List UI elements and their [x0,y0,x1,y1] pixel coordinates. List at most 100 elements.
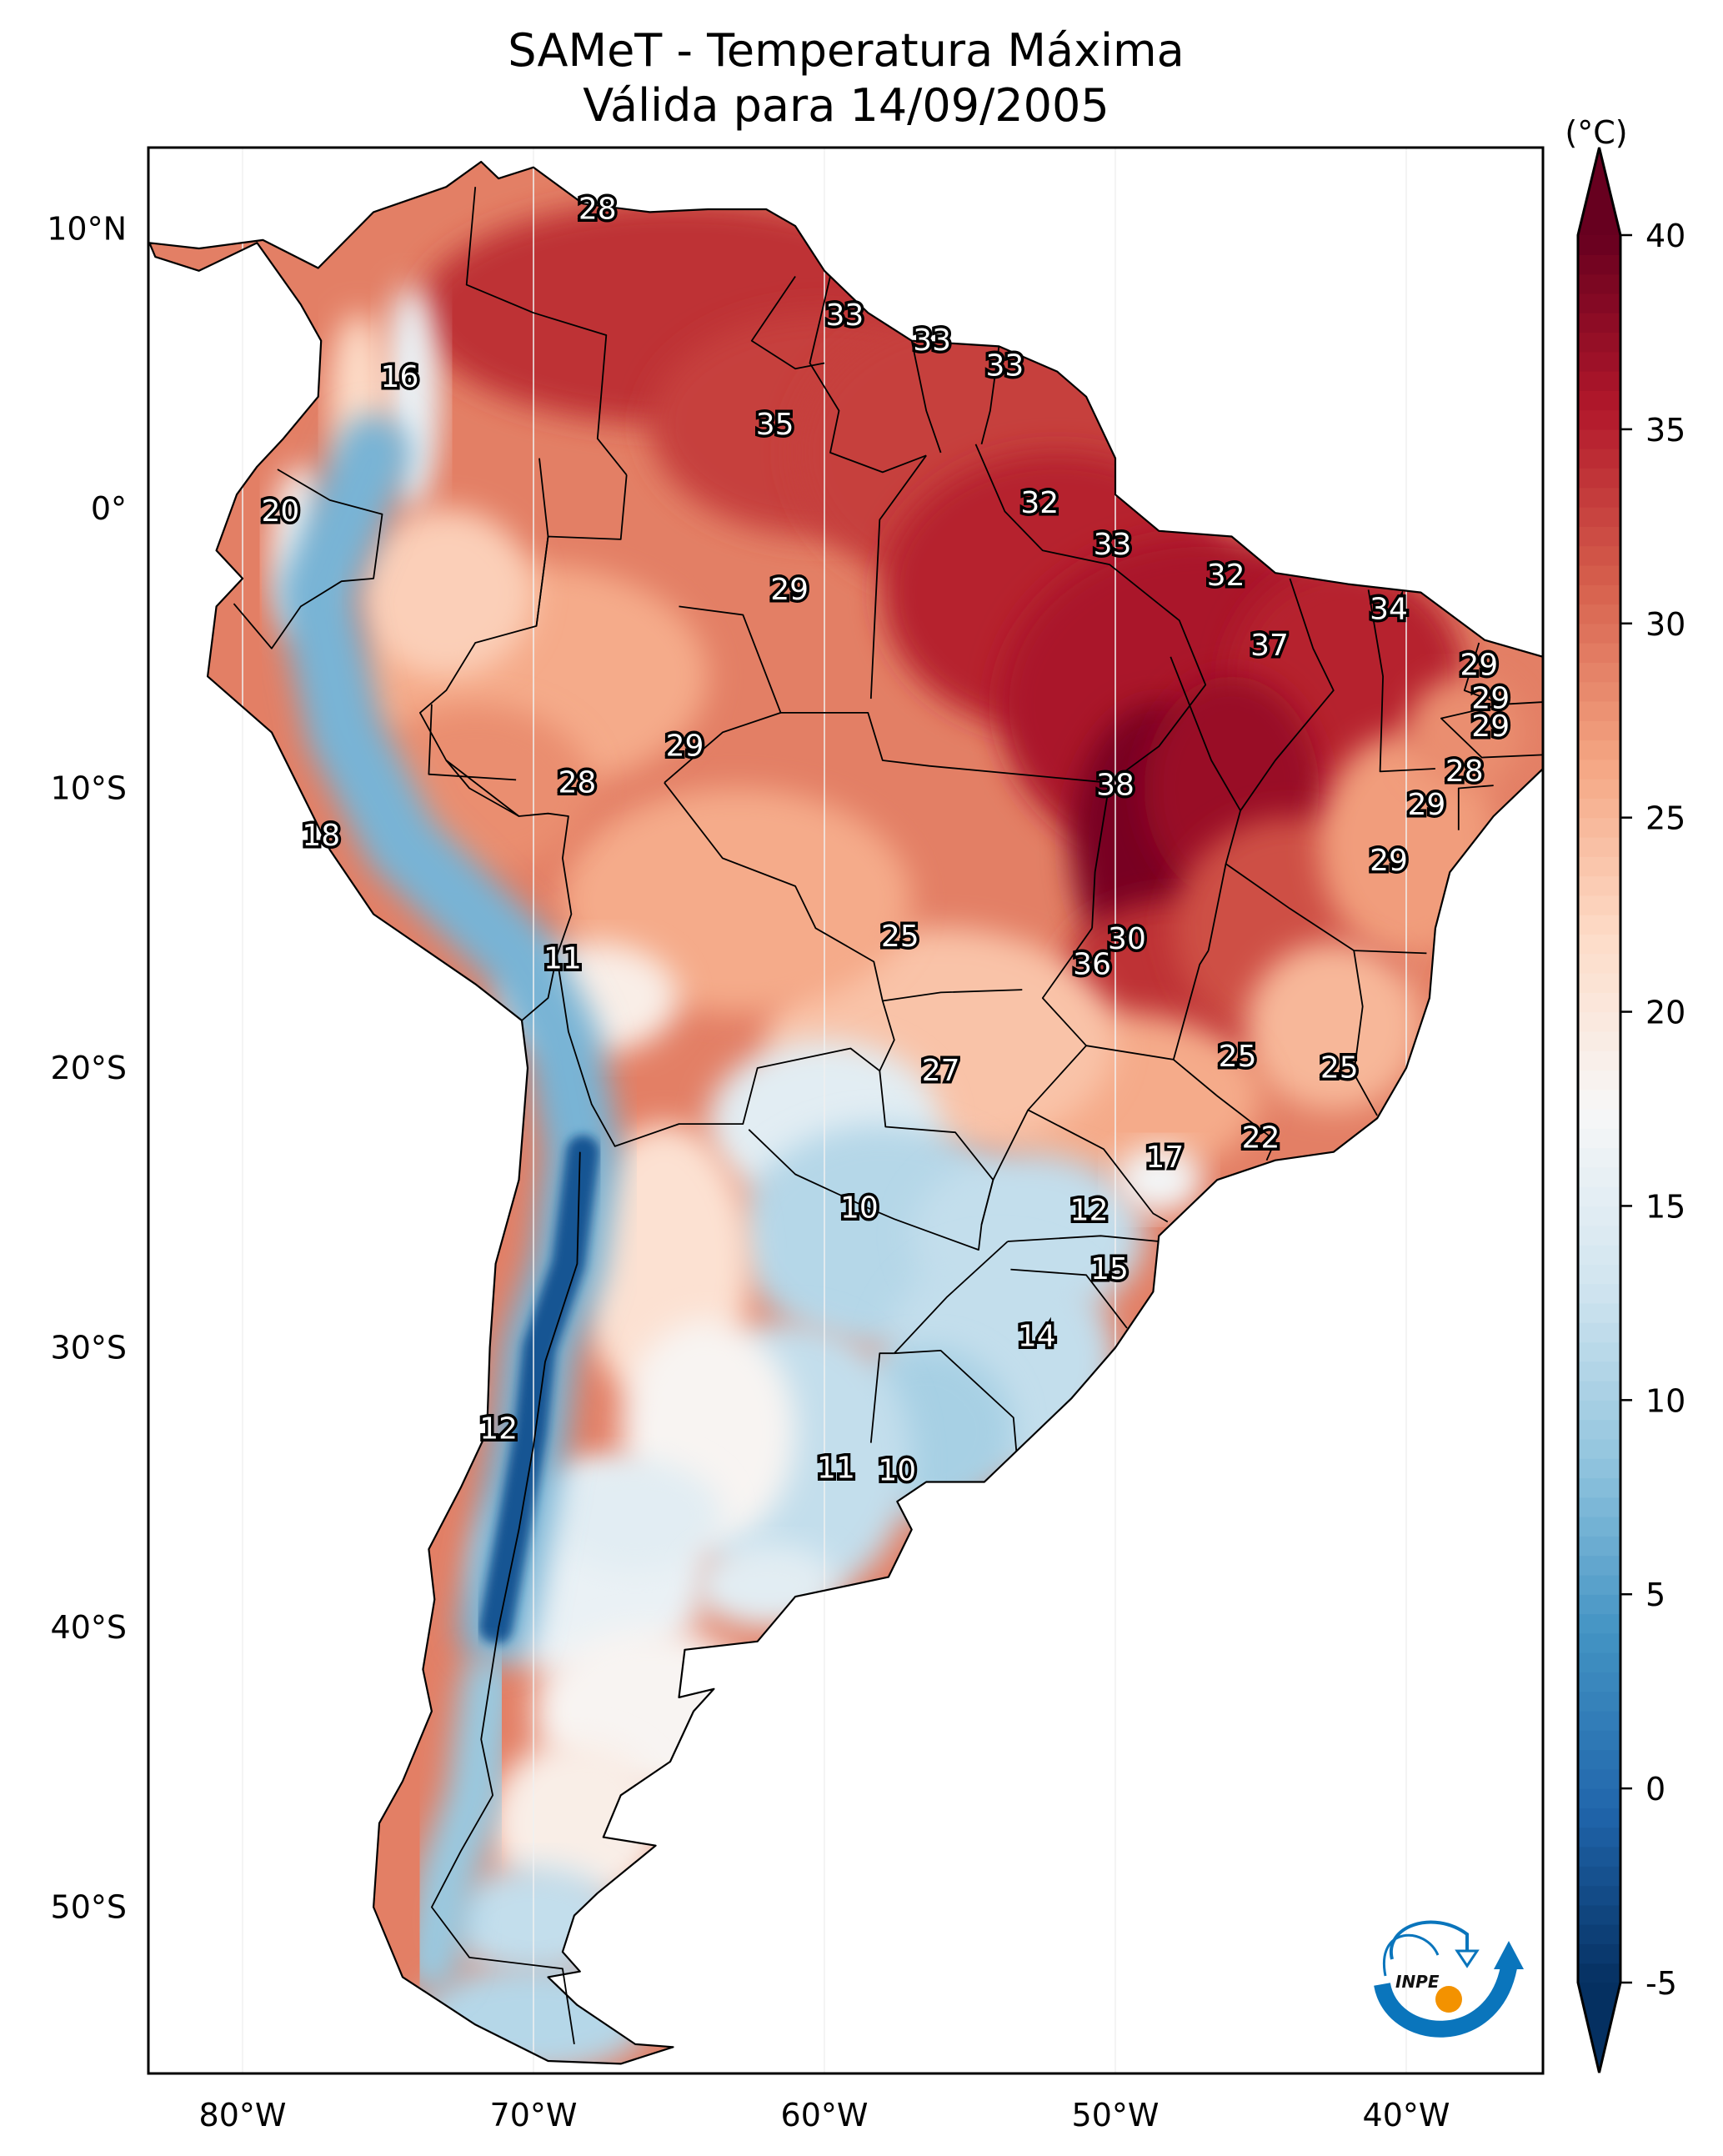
colorbar-tick-label: 25 [1645,800,1685,837]
colorbar-step [1578,1109,1620,1129]
border-line [535,474,628,627]
station-value-label: 29 [1460,648,1498,682]
border-line [1027,1109,1169,1223]
border-line [1463,642,1543,705]
colorbar-step [1578,1264,1620,1285]
border-line [1041,927,1210,1060]
colorbar-step [1578,235,1620,255]
y-tick-label: 10°S [51,770,127,807]
colorbar-step [1578,1943,1620,1964]
chart-subtitle: Válida para 14/09/2005 [583,79,1109,132]
colorbar-step [1578,507,1620,527]
border-line [1353,950,1378,1116]
colorbar-step [1578,409,1620,430]
station-value-label: 38 [1096,769,1134,803]
border-line [1240,578,1335,811]
colorbar-step [1578,856,1620,877]
colorbar-tick-label: 35 [1645,412,1685,449]
colorbar-step [1578,1808,1620,1828]
colorbar-step [1578,1924,1620,1945]
border-line [1225,863,1427,955]
border-line [431,1151,581,2045]
x-tick-label: 50°W [1072,2097,1160,2133]
border-line [894,1350,1018,1452]
colorbar-step [1578,564,1620,585]
station-value-label: 28 [558,765,596,800]
colorbar-step [1578,1381,1620,1401]
border-line [882,989,1023,1002]
border-line [869,454,927,699]
border-line [1173,1059,1276,1161]
border-line [428,704,517,781]
station-value-label: 29 [1408,788,1446,822]
station-value-label: 36 [1073,947,1111,981]
border-line [894,1241,1009,1354]
colorbar-step [1578,332,1620,353]
coastline-path [148,160,1543,2065]
colorbar-step [1578,1652,1620,1672]
colorbar-extend-min [1578,1983,1620,2073]
station-value-label: 25 [881,920,919,954]
patagonian-andes-band [402,1654,519,1993]
station-value-label: 20 [261,494,299,529]
station-value-label: 32 [1020,486,1059,520]
colorbar-step [1578,1322,1620,1343]
colorbar-step [1578,1691,1620,1712]
station-value-label: 10 [878,1454,916,1488]
colorbar-step [1578,1011,1620,1032]
logo-sun-dot [1435,1986,1462,2013]
colorbar-tick-label: 15 [1645,1188,1685,1225]
station-value-label: 16 [381,360,419,394]
x-tick-label: 70°W [490,2097,578,2133]
colorbar-step [1578,1536,1620,1557]
chart-title: SAMeT - Temperatura Máxima [508,24,1185,77]
x-tick-label: 60°W [781,2097,869,2133]
colorbar-step [1578,1672,1620,1692]
border-line [556,955,880,1147]
colorbar-step [1578,1827,1620,1848]
border-line [980,1045,1087,1226]
logo-text: INPE [1395,1972,1440,1992]
border-line [445,760,519,817]
colorbar-step [1578,798,1620,819]
colorbar-step [1578,1070,1620,1091]
y-tick-label: 40°S [51,1609,127,1646]
colorbar-tick-label: 20 [1645,995,1685,1031]
colorbar-step [1578,1166,1620,1187]
border-line [910,340,942,454]
colorbar-tick-label: 40 [1645,218,1685,254]
colorbar-step [1578,1186,1620,1207]
y-tick-label: 20°S [51,1050,127,1086]
border-line [980,346,1000,445]
colorbar-step [1578,1030,1620,1051]
colorbar-step [1578,1613,1620,1634]
colorbar-step [1578,1846,1620,1867]
station-value-label: 27 [922,1054,960,1088]
colorbar-step [1578,429,1620,449]
station-value-label: 33 [1094,528,1132,562]
colorbar-step [1578,700,1620,721]
colorbar-step [1578,1866,1620,1887]
colorbar-step [1578,1458,1620,1479]
colorbar-step [1578,1147,1620,1168]
colorbar-step [1578,313,1620,333]
field-blob [1115,1146,1203,1214]
y-tick-label: 30°S [51,1330,127,1366]
border-line [465,187,628,476]
colorbar-step [1578,351,1620,372]
colorbar-step [1578,1632,1620,1653]
y-tick-label: 0° [91,490,127,527]
station-value-label: 25 [1219,1040,1257,1074]
colorbar-step [1578,740,1620,760]
colorbar-step [1578,934,1620,955]
inpe-logo: INPE [1374,1920,1524,2038]
border-line [1010,1268,1128,1329]
colorbar-step [1578,1497,1620,1517]
colorbar-tick-label: 10 [1645,1382,1685,1419]
colorbar-step [1578,1361,1620,1381]
colorbar-step [1578,953,1620,974]
logo-arrow-down-icon [1455,1949,1480,1968]
border-line [869,1352,894,1443]
colorbar-step [1578,1477,1620,1498]
field-blob [548,1459,723,1572]
